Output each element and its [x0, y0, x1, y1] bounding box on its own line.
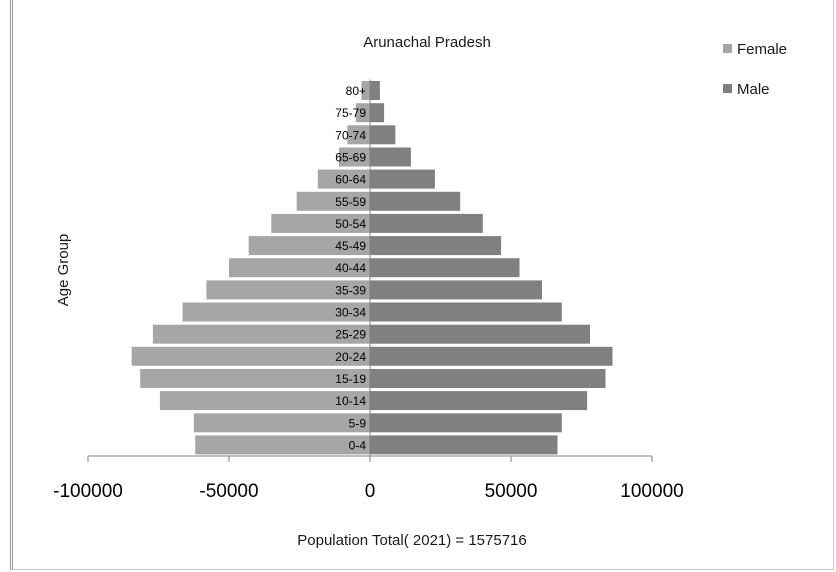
- bar-female-70-74: [347, 125, 370, 145]
- bar-male-60-64: [370, 169, 435, 189]
- bar-female-60-64: [317, 169, 370, 189]
- x-tick-label: -100000: [53, 481, 123, 502]
- bar-male-75-79: [370, 103, 385, 123]
- bar-female-30-34: [182, 302, 370, 322]
- category-label-65-69: 65-69: [335, 151, 366, 165]
- category-label-55-59: 55-59: [335, 195, 366, 209]
- bar-female-15-19: [140, 369, 370, 388]
- category-label-5-9: 5-9: [349, 416, 367, 430]
- bar-male-45-49: [370, 236, 502, 256]
- x-tick-label: 50000: [485, 481, 538, 502]
- bar-male-50-54: [370, 213, 483, 233]
- bar-male-40-44: [370, 258, 520, 278]
- category-label-75-79: 75-79: [335, 106, 366, 120]
- legend-label-male: Male: [737, 81, 770, 98]
- bar-female-45-49: [248, 236, 370, 256]
- chart-frame: [10, 0, 834, 570]
- bar-male-65-69: [370, 147, 411, 167]
- legend-swatch-male: [723, 84, 732, 93]
- x-tick-label: -50000: [199, 481, 258, 502]
- category-label-50-54: 50-54: [335, 217, 366, 231]
- category-label-40-44: 40-44: [335, 261, 366, 275]
- category-label-35-39: 35-39: [335, 283, 366, 297]
- category-label-10-14: 10-14: [335, 394, 366, 408]
- bar-male-15-19: [370, 369, 606, 388]
- chart-title: Arunachal Pradesh: [363, 34, 491, 51]
- category-label-80+: 80+: [346, 84, 366, 98]
- bar-male-20-24: [370, 346, 613, 366]
- bar-male-30-34: [370, 302, 562, 322]
- bar-female-50-54: [271, 213, 370, 233]
- category-label-15-19: 15-19: [335, 372, 366, 386]
- category-label-45-49: 45-49: [335, 239, 366, 253]
- bar-female-55-59: [296, 191, 370, 211]
- category-label-70-74: 70-74: [335, 128, 366, 142]
- bars-group: [131, 81, 613, 455]
- bar-female-10-14: [159, 391, 370, 411]
- bar-male-55-59: [370, 191, 461, 211]
- bar-female-75-79: [355, 103, 370, 123]
- legend-label-female: Female: [737, 41, 787, 58]
- y-axis-label: Age Group: [55, 234, 72, 307]
- x-tick-label: 100000: [620, 481, 683, 502]
- bar-female-65-69: [339, 147, 370, 167]
- bar-male-80+: [370, 81, 380, 100]
- bar-female-25-29: [152, 324, 370, 344]
- category-label-20-24: 20-24: [335, 350, 366, 364]
- x-axis: -100000 -50000 0 50000 100000: [53, 79, 684, 502]
- category-label-25-29: 25-29: [335, 328, 366, 342]
- bar-female-80+: [361, 81, 370, 100]
- category-label-0-4: 0-4: [349, 438, 367, 452]
- bar-female-40-44: [229, 258, 370, 278]
- category-label-30-34: 30-34: [335, 306, 366, 320]
- bar-male-35-39: [370, 280, 542, 300]
- bar-male-0-4: [370, 435, 558, 455]
- category-labels: 0-4 5-9 10-14 15-19 20-24 25-29 30-34 35-39 40-4…: [335, 84, 366, 452]
- x-axis-label: Population Total( 2021) = 1575716: [297, 532, 527, 549]
- bar-female-20-24: [131, 346, 370, 366]
- bar-male-25-29: [370, 324, 590, 344]
- x-tick-label: 0: [365, 481, 376, 502]
- bar-male-70-74: [370, 125, 396, 145]
- category-label-60-64: 60-64: [335, 173, 366, 187]
- bar-female-35-39: [206, 280, 370, 300]
- bar-female-0-4: [195, 435, 370, 455]
- bar-male-5-9: [370, 413, 562, 433]
- bar-female-5-9: [193, 413, 371, 433]
- legend-swatch-female: [723, 44, 732, 53]
- bar-male-10-14: [370, 391, 588, 411]
- legend: Female Male: [723, 41, 787, 98]
